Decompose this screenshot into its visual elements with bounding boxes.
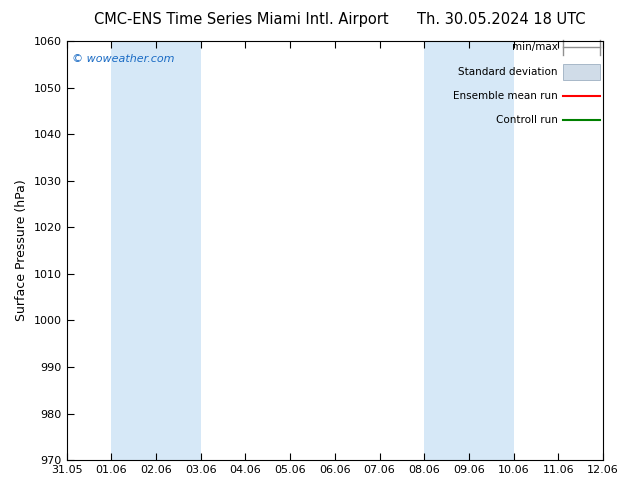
Text: Th. 30.05.2024 18 UTC: Th. 30.05.2024 18 UTC [417,12,585,27]
Bar [111,41,201,460]
Text: © woweather.com: © woweather.com [72,53,174,64]
FancyBboxPatch shape [563,64,600,79]
Y-axis label: Surface Pressure (hPa): Surface Pressure (hPa) [15,180,28,321]
Text: Ensemble mean run: Ensemble mean run [453,91,557,101]
Bar [603,41,634,460]
Text: CMC-ENS Time Series Miami Intl. Airport: CMC-ENS Time Series Miami Intl. Airport [94,12,388,27]
Bar [424,41,514,460]
Text: Standard deviation: Standard deviation [458,67,557,76]
Text: Controll run: Controll run [496,115,557,125]
Text: min/max: min/max [512,42,557,52]
